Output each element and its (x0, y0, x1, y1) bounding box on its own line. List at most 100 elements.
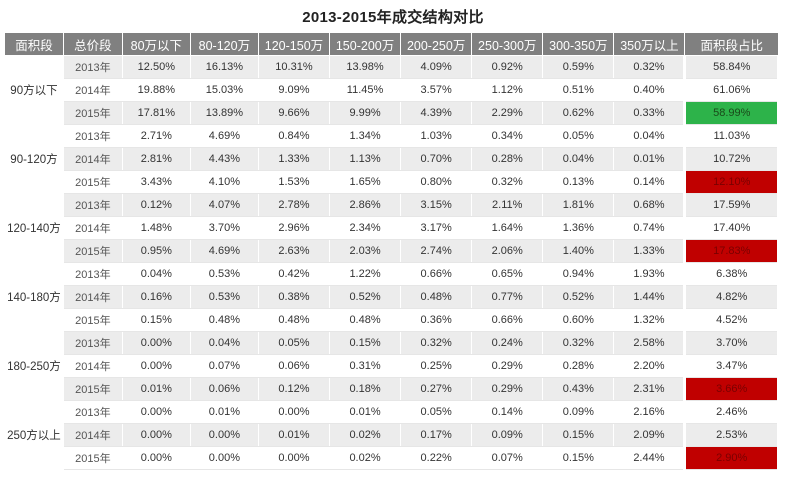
percent-cell: 17.81% (121, 101, 191, 125)
column-header: 面积段 (4, 32, 64, 56)
percent-cell: 12.50% (121, 55, 191, 79)
percent-cell: 0.32% (400, 331, 473, 355)
percent-cell: 0.15% (121, 308, 191, 332)
percent-cell: 0.09% (471, 423, 544, 447)
percent-cell: 2.78% (257, 193, 331, 217)
year-cell: 2014年 (62, 285, 123, 309)
percent-cell: 2.31% (613, 377, 686, 401)
column-header: 350万以上 (613, 32, 686, 56)
percent-cell: 0.01% (189, 400, 259, 424)
highlighted-share-cell: 3.66% (683, 377, 780, 401)
year-cell: 2013年 (62, 55, 123, 79)
table-row: 2014年 0.00% 0.07% 0.06% 0.31% 0.25% 0.29% 0.28%… (5, 354, 780, 378)
table-row: 2014年 0.00% 0.00% 0.01% 0.02% 0.17% 0.09% 0.15%… (5, 423, 780, 447)
percent-cell: 0.29% (471, 377, 544, 401)
percent-cell: 1.12% (471, 78, 544, 102)
area-segment-label: 120-140方 (4, 193, 64, 263)
table-row: 2014年 19.88% 15.03% 9.09% 11.45% 3.57% 1.12% 0.… (5, 78, 780, 102)
highlighted-share-cell: 12.10% (683, 170, 780, 194)
percent-cell: 0.65% (471, 262, 544, 286)
percent-cell: 9.99% (328, 101, 402, 125)
percent-cell: 0.01% (257, 423, 331, 447)
percent-cell: 4.07% (189, 193, 259, 217)
percent-cell: 2.20% (613, 354, 686, 378)
percent-cell: 0.28% (542, 354, 615, 378)
column-header: 150-200万 (328, 32, 402, 56)
table-body: 90方以下 2013年 12.50% 16.13% 10.31% 13.98% 4.09% 0… (4, 55, 780, 470)
percent-cell: 0.66% (400, 262, 473, 286)
percent-cell: 0.32% (613, 55, 686, 79)
percent-cell: 2.16% (613, 400, 686, 424)
percent-cell: 0.18% (328, 377, 402, 401)
year-cell: 2014年 (62, 216, 123, 240)
percent-cell: 0.33% (613, 101, 686, 125)
area-share-cell: 10.72% (683, 147, 780, 171)
column-header: 250-300万 (471, 32, 544, 56)
percent-cell: 0.07% (189, 354, 259, 378)
percent-cell: 0.02% (328, 423, 402, 447)
table-row: 120-140方 2013年 0.12% 4.07% 2.78% 2.86% 3.15% 2.… (4, 193, 780, 263)
percent-cell: 15.03% (189, 78, 259, 102)
area-share-cell: 4.82% (683, 285, 780, 309)
percent-cell: 0.00% (257, 446, 331, 470)
percent-cell: 2.86% (328, 193, 402, 217)
percent-cell: 0.00% (189, 423, 259, 447)
table-row: 180-250方 2013年 0.00% 0.04% 0.05% 0.15% 0.32% 0.… (4, 331, 780, 401)
table-row: 250方以上 2013年 0.00% 0.01% 0.00% 0.01% 0.05% 0.14… (4, 400, 780, 470)
highlighted-share-cell: 2.90% (683, 446, 780, 470)
year-cell: 2015年 (62, 446, 123, 470)
percent-cell: 9.09% (257, 78, 331, 102)
percent-cell: 0.27% (400, 377, 473, 401)
year-cell: 2013年 (62, 124, 123, 148)
area-segment-label: 250方以上 (4, 400, 64, 470)
year-cell: 2015年 (62, 377, 123, 401)
year-cell: 2015年 (62, 170, 123, 194)
percent-cell: 2.11% (471, 193, 544, 217)
area-segment-label: 90-120方 (4, 124, 64, 194)
percent-cell: 0.00% (121, 400, 191, 424)
year-cell: 2015年 (62, 239, 123, 263)
percent-cell: 1.36% (542, 216, 615, 240)
percent-cell: 0.32% (542, 331, 615, 355)
area-share-cell: 3.70% (683, 331, 780, 355)
table-row: 2014年 0.16% 0.53% 0.38% 0.52% 0.48% 0.77% 0.52%… (5, 285, 780, 309)
percent-cell: 0.04% (613, 124, 686, 148)
area-segment-label: 90方以下 (4, 55, 64, 125)
percent-cell: 0.06% (257, 354, 331, 378)
percent-cell: 0.68% (613, 193, 686, 217)
area-share-cell: 58.84% (683, 55, 780, 79)
percent-cell: 3.57% (400, 78, 473, 102)
percent-cell: 0.66% (471, 308, 544, 332)
year-cell: 2013年 (62, 331, 123, 355)
percent-cell: 0.06% (189, 377, 259, 401)
percent-cell: 2.96% (257, 216, 331, 240)
percent-cell: 0.53% (189, 285, 259, 309)
percent-cell: 0.51% (542, 78, 615, 102)
percent-cell: 4.69% (189, 124, 259, 148)
percent-cell: 0.17% (400, 423, 473, 447)
percent-cell: 0.00% (121, 354, 191, 378)
table-row: 2015年 0.95% 4.69% 2.63% 2.03% 2.74% 2.06% 1.40%… (5, 239, 780, 263)
percent-cell: 2.74% (400, 239, 473, 263)
percent-cell: 1.40% (542, 239, 615, 263)
year-cell: 2014年 (62, 423, 123, 447)
percent-cell: 0.04% (121, 262, 191, 286)
year-cell: 2015年 (62, 101, 123, 125)
percent-cell: 2.58% (613, 331, 686, 355)
percent-cell: 0.24% (471, 331, 544, 355)
percent-cell: 0.15% (542, 446, 615, 470)
percent-cell: 0.00% (121, 446, 191, 470)
percent-cell: 4.43% (189, 147, 259, 171)
percent-cell: 0.80% (400, 170, 473, 194)
percent-cell: 2.29% (471, 101, 544, 125)
percent-cell: 0.40% (613, 78, 686, 102)
table-row: 2015年 3.43% 4.10% 1.53% 1.65% 0.80% 0.32% 0.13%… (5, 170, 780, 194)
percent-cell: 0.70% (400, 147, 473, 171)
percent-cell: 0.38% (257, 285, 331, 309)
percent-cell: 2.44% (613, 446, 686, 470)
percent-cell: 2.34% (328, 216, 402, 240)
percent-cell: 9.66% (257, 101, 331, 125)
area-share-cell: 61.06% (683, 78, 780, 102)
percent-cell: 13.98% (328, 55, 402, 79)
percent-cell: 13.89% (189, 101, 259, 125)
